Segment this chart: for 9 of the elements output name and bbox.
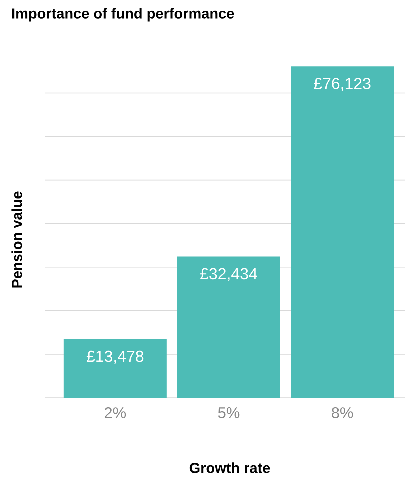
x-tick-label: 2%: [104, 408, 126, 418]
data-label: £32,434: [200, 268, 258, 282]
data-label: £13,478: [86, 350, 144, 364]
chart-title: Importance of fund performance: [12, 8, 234, 22]
y-axis-title: Pension value: [12, 192, 22, 288]
x-tick-label: 8%: [332, 408, 354, 418]
data-label: £76,123: [314, 78, 371, 92]
x-axis-title: Growth rate: [190, 462, 270, 474]
x-tick-label: 5%: [218, 408, 240, 418]
